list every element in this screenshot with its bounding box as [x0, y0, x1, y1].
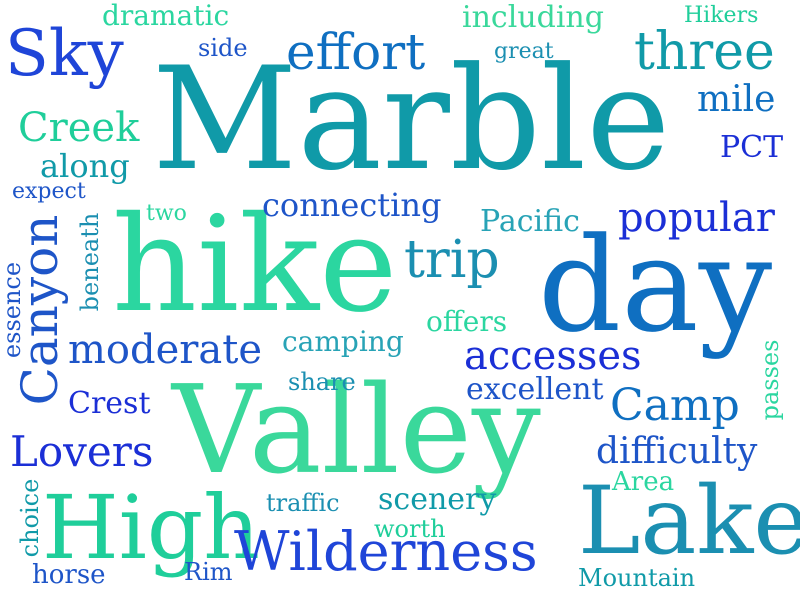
- word-hikers: Hikers: [684, 3, 759, 28]
- word-great: great: [494, 39, 554, 64]
- word-pct: PCT: [720, 130, 784, 165]
- word-area: Area: [612, 467, 675, 497]
- word-lovers: Lovers: [10, 427, 154, 476]
- word-crest: Crest: [68, 386, 151, 421]
- word-trip: trip: [404, 230, 500, 290]
- word-accesses: accesses: [464, 333, 642, 379]
- word-horse: horse: [32, 560, 106, 590]
- word-scenery: scenery: [378, 482, 497, 517]
- word-traffic: traffic: [266, 489, 340, 517]
- word-camp: Camp: [610, 380, 740, 431]
- word-three: three: [634, 22, 775, 82]
- word-side: side: [198, 34, 248, 62]
- word-hike: hike: [112, 188, 398, 342]
- word-creek: Creek: [18, 105, 140, 151]
- word-camping: camping: [282, 325, 404, 358]
- word-offers: offers: [426, 305, 508, 338]
- word-effort: effort: [286, 23, 426, 81]
- word-mountain: Mountain: [578, 564, 696, 592]
- word-share: share: [288, 368, 356, 396]
- word-rim: Rim: [184, 558, 233, 586]
- word-lake: Lake: [578, 467, 800, 576]
- word-popular: popular: [618, 195, 775, 241]
- word-dramatic: dramatic: [102, 0, 230, 32]
- word-sky: Sky: [5, 17, 124, 91]
- word-passes: passes: [756, 339, 784, 421]
- word-high: High: [42, 476, 260, 579]
- word-moderate: moderate: [68, 327, 263, 373]
- word-essence: essence: [0, 261, 26, 359]
- word-beneath: beneath: [76, 212, 104, 312]
- word-wilderness: Wilderness: [234, 520, 538, 583]
- word-worth: worth: [374, 515, 446, 543]
- word-along: along: [40, 147, 130, 185]
- word-difficulty: difficulty: [596, 431, 758, 472]
- word-excellent: excellent: [466, 372, 604, 407]
- word-choice: choice: [16, 478, 44, 558]
- word-expect: expect: [12, 179, 86, 204]
- word-including: including: [462, 0, 604, 35]
- word-connecting: connecting: [262, 186, 442, 224]
- word-valley: Valley: [172, 359, 541, 501]
- word-two: two: [146, 201, 187, 226]
- word-pacific: Pacific: [480, 204, 580, 239]
- word-mile: mile: [697, 79, 776, 120]
- word-day: day: [538, 209, 773, 361]
- word-marble: Marble: [152, 37, 671, 202]
